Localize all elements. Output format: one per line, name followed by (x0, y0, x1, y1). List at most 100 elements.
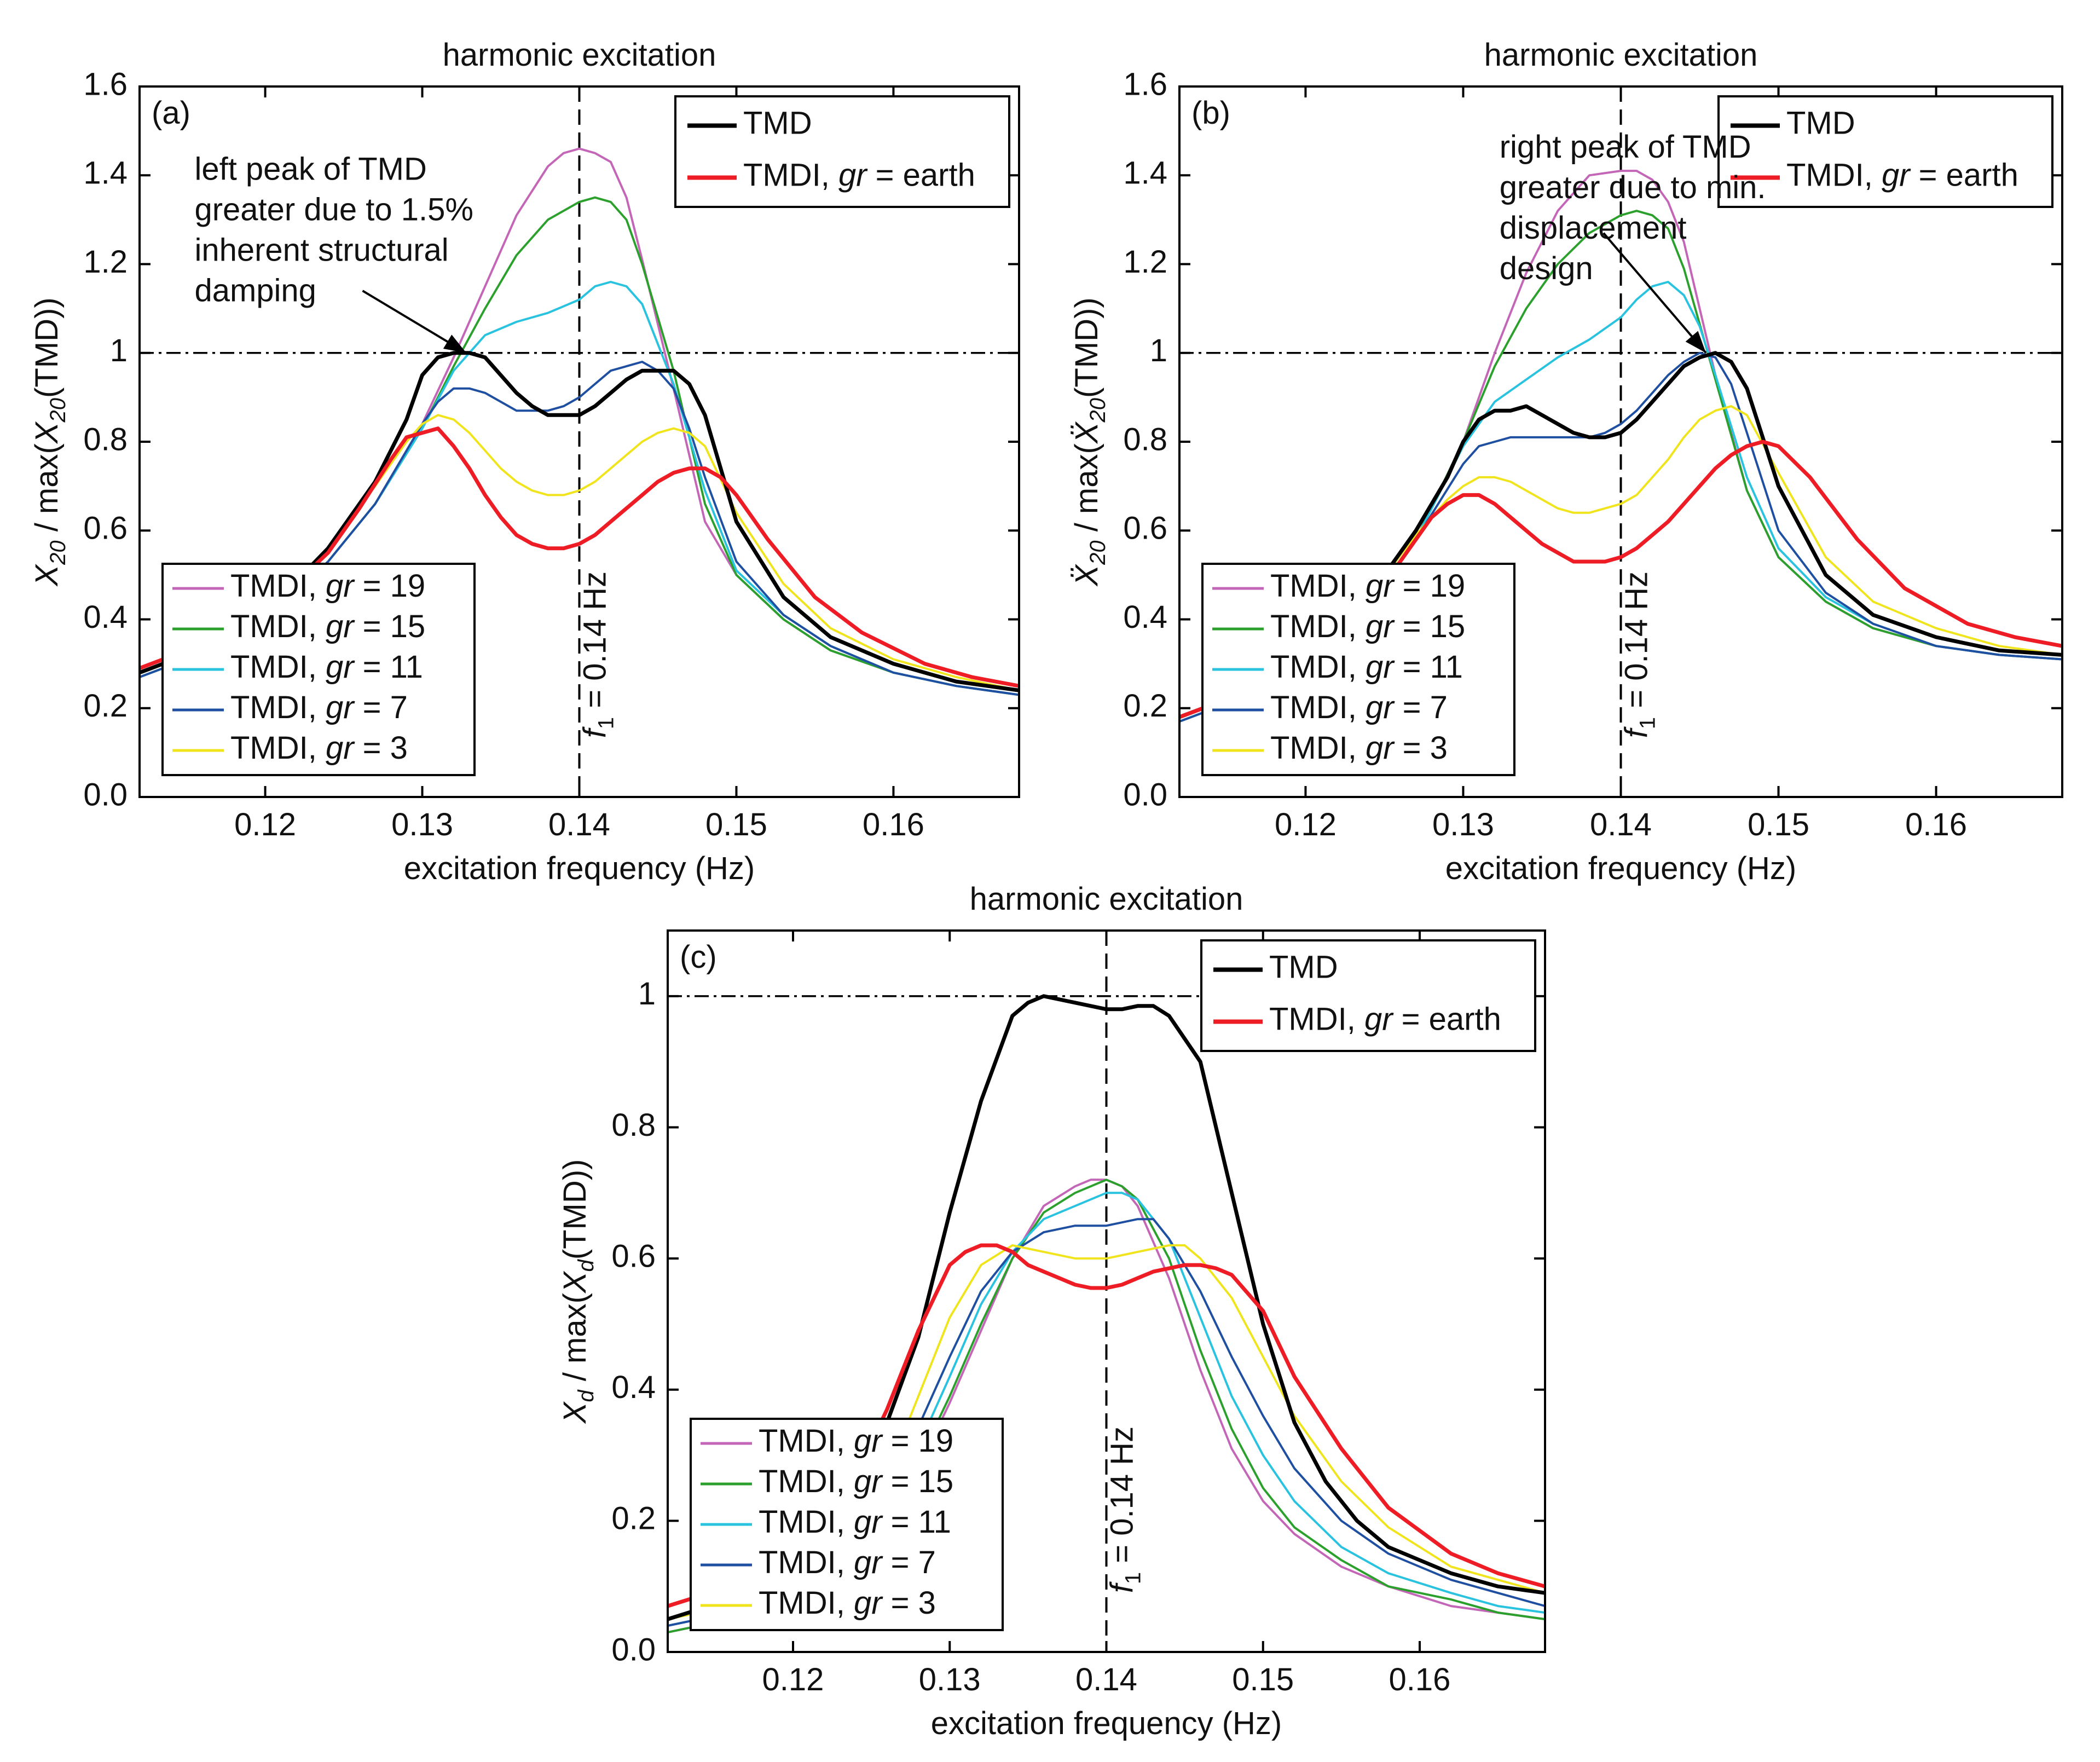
panel-b-legend-bottom-label-3-pre: TMDI, (1270, 690, 1366, 725)
panel-b-ylabel-sub: 20 (1086, 540, 1110, 565)
panel-a-series-group (140, 147, 1019, 696)
panel-a-legend-bottom-label-4-pre: TMDI, (230, 730, 326, 766)
panel-c-xlabel: excitation frequency (Hz) (931, 1706, 1282, 1741)
panel-b-annotation-line-0: right peak of TMD (1500, 129, 1751, 165)
panel-a-ytick-label-4: 0.8 (83, 421, 128, 457)
panel-b-ytick-label-1: 0.2 (1123, 688, 1167, 724)
panel-b-ytick-label-8: 1.6 (1123, 66, 1167, 102)
panel-c-ytick-label-4: 0.8 (611, 1107, 656, 1143)
panel-a-xtick-label-3: 0.15 (705, 807, 767, 842)
panel-b-title: harmonic excitation (1484, 37, 1758, 73)
panel-c-legend-bottom-label-1-pre: TMDI, (759, 1464, 854, 1499)
panel-c-ytick-label-2: 0.4 (611, 1370, 656, 1405)
panel-b-legend-bottom-label-1-post: = 15 (1394, 609, 1466, 644)
panel-a-legend-bottom-label-1: TMDI, gr = 15 (230, 609, 425, 644)
panel-b-ytick-label-3: 0.6 (1123, 511, 1167, 546)
panel-b-legend-top-label-1: TMDI, gr = earth (1786, 158, 2018, 193)
panel-b-legend-bottom-label-2-italic: gr (1366, 649, 1395, 685)
panel-c-ytick-label-5: 1 (638, 976, 656, 1012)
panel-b-legend-bottom-label-2: TMDI, gr = 11 (1270, 649, 1463, 685)
panel-a-xtick-label-4: 0.16 (863, 807, 924, 842)
panel-b-legend-bottom-label-3-italic: gr (1366, 690, 1395, 725)
panel-c-xtick-label-0: 0.12 (762, 1662, 824, 1697)
panel-b-legend-top: TMD TMDI, gr = earth (1717, 95, 2053, 208)
panel-c-legend-bottom-label-3: TMDI, gr = 7 (759, 1545, 936, 1580)
panel-b-vline-label-rest: = 0.14 Hz (1619, 571, 1654, 717)
panel-c-xtick-label-4: 0.16 (1389, 1662, 1451, 1697)
panel-a-legend-bottom-label-0-post: = 19 (354, 568, 426, 604)
panel-b-xlabel: excitation frequency (Hz) (1445, 851, 1796, 886)
panel-a-ylabel-mid: / max( (29, 443, 65, 540)
panel-a-legend-top-box (674, 95, 1010, 208)
panel-a-panel-label: (a) (152, 95, 190, 131)
panel-c-ylabel-sub2: d (574, 1258, 598, 1272)
panel-b-series-tmd (1179, 351, 2062, 719)
panel-c-legend-bottom-label-1-italic: gr (854, 1464, 883, 1499)
panel-a-legend-bottom-label-2-pre: TMDI, (230, 649, 326, 685)
panel-a-legend-top-label-1-pre: TMDI, (743, 158, 838, 193)
panel-a-series-tmd (140, 351, 1019, 692)
panel-c-legend-bottom-label-0-post: = 19 (882, 1423, 954, 1459)
panel-a-legend-bottom-label-4-post: = 3 (354, 730, 408, 766)
panel-a-annotation-line-2: inherent structural (194, 232, 448, 268)
panel-c-legend-top-label-1-post: = earth (1393, 1002, 1501, 1037)
panel-b-legend-top-label-1-italic: gr (1882, 158, 1911, 193)
panel-b-ytick-label-7: 1.4 (1123, 155, 1167, 191)
panel-c-xtick-label-1: 0.13 (919, 1662, 981, 1697)
panel-b-legend-bottom-label-2-post: = 11 (1394, 649, 1463, 685)
panel-a-annotation-arrow-head (443, 334, 466, 353)
panel-b-xtick-label-0: 0.12 (1275, 807, 1337, 842)
panel-a-ytick-label-2: 0.4 (83, 599, 128, 635)
panel-c-vline-label-sub: 1 (1121, 1572, 1146, 1584)
panel-c-legend-top-label-1-italic: gr (1364, 1002, 1394, 1037)
panel-a-legend-bottom-label-4: TMDI, gr = 3 (230, 730, 408, 766)
panel-a-annotation-text: left peak of TMD greater due to 1.5% inher… (194, 151, 473, 308)
panel-a-legend-top: TMD TMDI, gr = earth (674, 95, 1010, 208)
panel-c-ytick-label-0: 0.0 (611, 1632, 656, 1667)
panel-a-legend-bottom-label-3: TMDI, gr = 7 (230, 690, 408, 725)
panel-c-legend-top-label-1: TMDI, gr = earth (1269, 1002, 1501, 1037)
panel-a-annotation-line-1: greater due to 1.5% (194, 192, 473, 227)
panel-a-series-tmdi-gr-7 (140, 361, 1019, 696)
panel-a-legend-top-label-1-post: = earth (867, 158, 975, 193)
panel-a-legend-bottom-label-1-post: = 15 (354, 609, 426, 644)
panel-b-vline-label: f1 = 0.14 Hz (1619, 571, 1660, 738)
panel-b-annotation-line-3: design (1500, 251, 1593, 286)
panel-a-ylabel: X20 / max(X20(TMD)) (29, 297, 70, 587)
panel-b-legend-top-label-0: TMD (1786, 106, 1855, 141)
panel-c-ylabel-sub: d (574, 1389, 598, 1402)
panel-b-annotation-text: right peak of TMD greater due to min. disp… (1500, 129, 1766, 286)
panel-b-legend-bottom-label-1: TMDI, gr = 15 (1270, 609, 1465, 644)
panel-c-ylabel-sym2: X (557, 1270, 593, 1294)
panel-c-legend-bottom-label-2-post: = 11 (882, 1504, 951, 1540)
panel-a-xtick-label-2: 0.14 (548, 807, 610, 842)
panel-a-ytick-label-6: 1.2 (83, 244, 128, 280)
panel-b-annotation-line-2: displacement (1500, 210, 1687, 246)
panel-b-legend-bottom-label-2-pre: TMDI, (1270, 649, 1366, 685)
panel-c-legend-bottom-label-4-pre: TMDI, (759, 1585, 854, 1621)
panel-b-legend-top-label-1-post: = earth (1910, 158, 2018, 193)
panel-c-ylabel-tail: (TMD)) (557, 1159, 593, 1260)
panel-c-series-tmdi-gr-earth (668, 1243, 1545, 1608)
panel-c-legend-top-label-0: TMD (1269, 950, 1338, 985)
panel-a-vline-label-rest: = 0.14 Hz (577, 571, 613, 717)
panel-b-annotation-line-1: greater due to min. (1500, 170, 1766, 205)
panel-b-legend-bottom-label-0-pre: TMDI, (1270, 568, 1366, 604)
panel-a-ylabel-sym: X (29, 564, 65, 587)
panel-c-ylabel-sym: X (557, 1401, 593, 1424)
panel-a-legend-bottom-label-0-italic: gr (326, 568, 355, 604)
panel-b-legend-bottom-label-4-post: = 3 (1394, 730, 1448, 766)
panel-c-ytick-label-1: 0.2 (611, 1501, 656, 1536)
panel-b-legend-bottom-label-1-italic: gr (1366, 609, 1395, 644)
panel-a-vline-label-sub: 1 (594, 717, 618, 729)
panel-c-vline-label-rest: = 0.14 Hz (1104, 1426, 1140, 1572)
panel-a-xtick-label-1: 0.13 (391, 807, 453, 842)
panel-b-ylabel-sym2: Ẍ (1069, 421, 1104, 444)
panel-c-ylabel: Xd / max(Xd(TMD)) (557, 1159, 598, 1425)
panel-c-legend-top-label-1-pre: TMDI, (1269, 1002, 1364, 1037)
panel-a-annotation: left peak of TMD greater due to 1.5% inher… (194, 151, 473, 354)
panel-a-ylabel-tail: (TMD)) (29, 297, 65, 398)
panel-c-panel-label: (c) (680, 939, 717, 975)
